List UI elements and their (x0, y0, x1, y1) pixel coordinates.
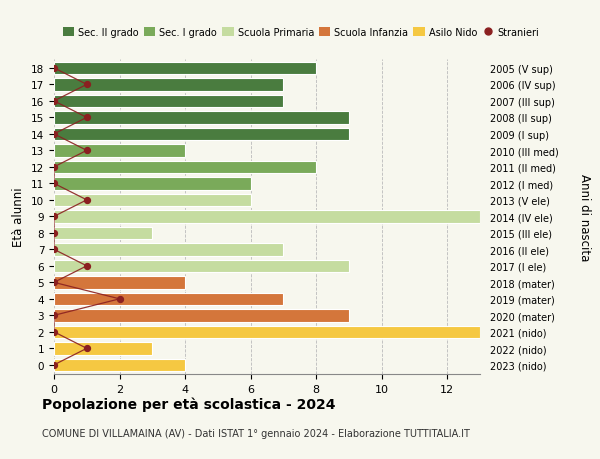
Bar (54, 293, 283, 305)
Point (49, 312, 59, 319)
Point (49, 131, 59, 138)
Point (49, 230, 59, 237)
Bar (54, 145, 185, 157)
Bar (54, 277, 185, 289)
Bar (54, 260, 349, 273)
Point (82, 345, 92, 352)
Bar (54, 326, 480, 338)
Bar (54, 309, 349, 322)
Point (49, 98, 59, 105)
Bar (54, 79, 283, 91)
Point (49, 279, 59, 286)
Bar (54, 194, 251, 207)
Point (82, 263, 92, 270)
Bar (54, 244, 283, 256)
Bar (54, 95, 283, 108)
Point (49, 164, 59, 171)
Text: Popolazione per età scolastica - 2024: Popolazione per età scolastica - 2024 (42, 397, 335, 412)
Bar (54, 129, 349, 141)
Y-axis label: Anni di nascita: Anni di nascita (578, 174, 591, 260)
Bar (54, 359, 185, 371)
Point (49, 246, 59, 253)
Y-axis label: Età alunni: Età alunni (13, 187, 25, 246)
Point (49, 329, 59, 336)
Point (82, 197, 92, 204)
Point (49, 361, 59, 369)
Text: COMUNE DI VILLAMAINA (AV) - Dati ISTAT 1° gennaio 2024 - Elaborazione TUTTITALIA: COMUNE DI VILLAMAINA (AV) - Dati ISTAT 1… (42, 428, 470, 438)
Point (49, 213, 59, 220)
Point (82, 147, 92, 155)
Bar (54, 112, 349, 124)
Point (115, 296, 124, 303)
Bar (54, 161, 316, 174)
Bar (54, 342, 152, 355)
Point (82, 114, 92, 122)
Bar (54, 227, 152, 240)
Bar (54, 211, 480, 223)
Legend: Sec. II grado, Sec. I grado, Scuola Primaria, Scuola Infanzia, Asilo Nido, Stran: Sec. II grado, Sec. I grado, Scuola Prim… (59, 24, 543, 41)
Point (49, 65, 59, 73)
Bar (54, 62, 316, 75)
Bar (54, 178, 251, 190)
Point (49, 180, 59, 188)
Point (82, 82, 92, 89)
